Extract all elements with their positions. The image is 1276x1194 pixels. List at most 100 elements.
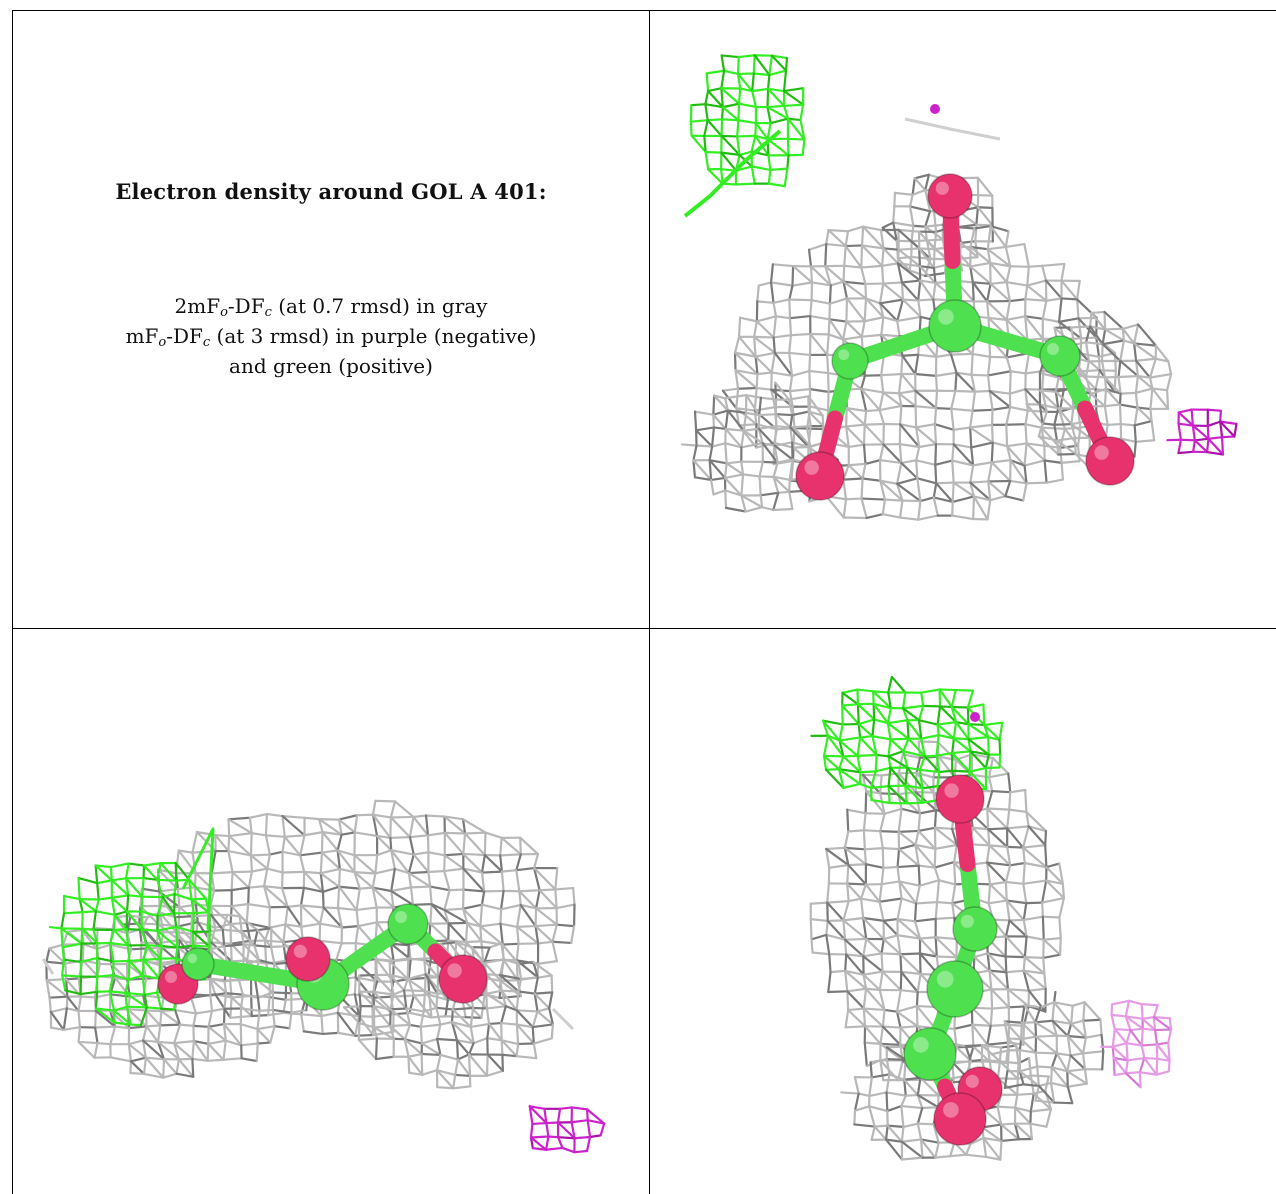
mesh-line xyxy=(951,514,975,521)
mesh-line xyxy=(586,1119,606,1125)
mesh-line xyxy=(864,812,886,815)
mesh-line xyxy=(837,768,862,774)
mesh-line xyxy=(949,352,974,356)
mesh-line xyxy=(690,134,707,154)
mesh-line xyxy=(1219,409,1222,423)
mesh-line xyxy=(1205,450,1225,456)
mesh-line xyxy=(342,1005,362,1009)
mesh-line xyxy=(901,691,907,710)
mesh-line xyxy=(427,851,446,857)
mesh-line xyxy=(895,1004,919,1013)
mesh-line xyxy=(141,916,149,930)
mesh-line xyxy=(886,1124,903,1143)
mesh-line xyxy=(892,221,915,227)
mesh-line xyxy=(1022,825,1030,849)
mesh-line xyxy=(774,315,792,320)
mesh-line xyxy=(971,408,994,412)
mesh-line xyxy=(935,901,954,905)
mesh-line xyxy=(951,883,957,905)
mesh-line xyxy=(918,265,936,269)
mesh-line xyxy=(1143,1056,1158,1076)
mesh-line xyxy=(1006,1049,1010,1073)
mesh-line xyxy=(799,118,806,141)
mesh-line xyxy=(885,1057,907,1061)
mesh-line xyxy=(821,719,844,726)
mesh-line xyxy=(724,394,748,400)
mesh-line xyxy=(921,785,939,790)
mesh-line xyxy=(921,1106,940,1110)
mesh-line xyxy=(498,974,503,992)
mesh-line xyxy=(240,1042,259,1047)
mesh-line xyxy=(775,425,792,429)
mesh-line xyxy=(480,870,504,874)
mesh-line xyxy=(1043,459,1048,484)
mesh-line xyxy=(554,888,558,910)
mesh-line xyxy=(1118,403,1122,426)
mesh-line xyxy=(486,1053,504,1072)
mesh-line xyxy=(988,880,1007,886)
mesh-line xyxy=(376,849,393,857)
mesh-line xyxy=(845,423,866,428)
mesh-line xyxy=(303,870,325,893)
mesh-line xyxy=(1111,1045,1115,1059)
mesh-line xyxy=(500,942,505,961)
mesh-line xyxy=(499,922,519,928)
mesh-line xyxy=(389,815,415,819)
mesh-line xyxy=(981,1123,1003,1129)
mesh-line xyxy=(1207,437,1225,456)
mesh-line xyxy=(1004,955,1008,974)
mesh-line xyxy=(81,927,99,945)
mesh-line xyxy=(1020,1004,1026,1024)
mesh-line xyxy=(982,1136,1002,1161)
mesh-line xyxy=(482,960,502,983)
mesh-line xyxy=(1151,387,1170,410)
mesh-line xyxy=(1006,988,1010,1009)
mesh-line xyxy=(1110,1013,1127,1018)
mesh-line xyxy=(515,866,536,872)
mesh-line xyxy=(318,818,324,834)
mesh-line xyxy=(412,994,433,1019)
mesh-line xyxy=(161,893,176,899)
mesh-line xyxy=(791,264,795,287)
mesh-line xyxy=(880,247,885,267)
mesh-line xyxy=(734,369,740,390)
mesh-line xyxy=(760,506,775,512)
mesh-line xyxy=(545,1121,550,1138)
mesh-line xyxy=(1038,389,1060,410)
mesh-line xyxy=(516,925,520,945)
mesh-line xyxy=(1081,1052,1087,1071)
mesh-line xyxy=(1024,315,1044,340)
mesh-line xyxy=(887,675,893,694)
mesh-line xyxy=(547,1135,560,1139)
mesh-line xyxy=(934,916,956,920)
mesh-line xyxy=(142,994,165,999)
mesh-line xyxy=(887,691,892,710)
mesh-line xyxy=(1005,899,1011,922)
mesh-line xyxy=(249,854,254,873)
mesh-line xyxy=(1133,323,1140,345)
mesh-line xyxy=(1152,1016,1173,1031)
mesh-line xyxy=(720,54,726,72)
mesh-line xyxy=(917,499,922,521)
mesh-line xyxy=(502,958,520,966)
mesh-line xyxy=(918,936,937,940)
mesh-line xyxy=(886,719,909,725)
mesh-line xyxy=(390,889,415,906)
mesh-line xyxy=(901,707,909,722)
mesh-line xyxy=(500,869,518,873)
mesh-line xyxy=(872,702,889,725)
mesh-line xyxy=(188,878,193,901)
mesh-line xyxy=(536,1010,554,1026)
mesh-line xyxy=(895,1010,919,1028)
mesh-line xyxy=(390,867,396,893)
mesh-line xyxy=(970,441,994,449)
mesh-line xyxy=(973,224,992,230)
mesh-line xyxy=(989,495,1007,502)
mesh-line xyxy=(443,907,465,912)
mesh-line xyxy=(827,971,832,994)
mesh-line xyxy=(529,1136,548,1151)
mesh-line xyxy=(915,459,919,480)
mesh-line xyxy=(1027,1056,1032,1077)
mesh-line xyxy=(423,959,427,976)
mesh-line xyxy=(897,372,903,395)
